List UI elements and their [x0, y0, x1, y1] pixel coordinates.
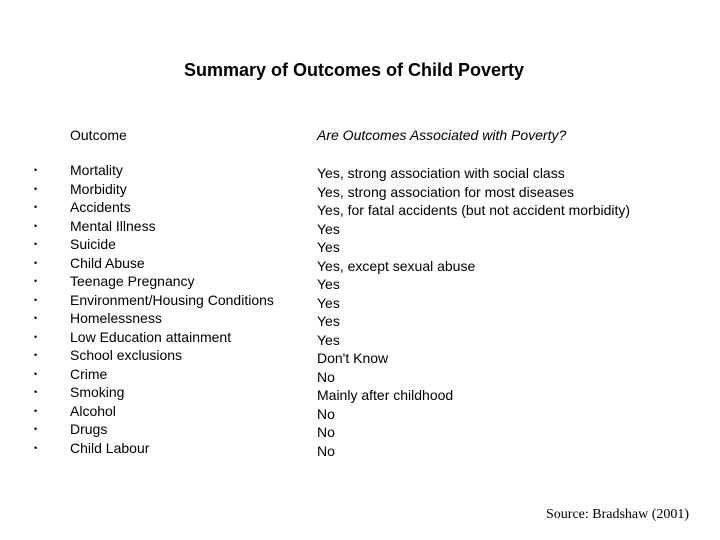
list-item: • Low Education attainment [34, 328, 274, 347]
bullet-icon: • [34, 220, 38, 231]
list-item: • Smoking [34, 383, 274, 402]
list-item: • Mortality [34, 161, 274, 180]
association-item: No [317, 424, 335, 440]
association-item: No [317, 442, 335, 459]
list-item: • Alcohol [34, 402, 274, 421]
bullet-icon: • [34, 350, 38, 360]
bullet-icon: • [34, 442, 38, 453]
outcome-column-header: Outcome [70, 127, 127, 143]
list-item: • Drugs [34, 420, 274, 439]
outcome-label: Accidents [70, 199, 131, 215]
bullet-icon: • [34, 257, 38, 268]
bullet-icon: • [34, 183, 38, 194]
association-list: Yes, strong association with social clas… [317, 164, 630, 460]
outcome-label: Environment/Housing Conditions [70, 291, 274, 308]
bullet-icon: • [34, 424, 38, 434]
association-item: Mainly after childhood [317, 387, 454, 403]
association-item: No [317, 405, 335, 422]
outcome-label: Teenage Pregnancy [70, 273, 195, 289]
association-item: Yes [317, 276, 340, 292]
page-title: Summary of Outcomes of Child Poverty [183, 60, 525, 80]
outcome-label: Mental Illness [70, 217, 156, 234]
source-citation: Source: Bradshaw (2001) [546, 507, 690, 522]
bullet-icon: • [34, 387, 38, 397]
outcome-label: Child Abuse [70, 254, 145, 271]
outcome-label: Homelessness [70, 310, 162, 326]
outcome-label: Child Labour [70, 439, 150, 456]
list-item: • Child Abuse [34, 254, 274, 273]
bullet-icon: • [34, 239, 38, 249]
bullet-icon: • [34, 276, 38, 286]
association-item: Yes [317, 331, 340, 348]
list-item: • Morbidity [34, 180, 274, 199]
outcome-label: Low Education attainment [70, 328, 232, 345]
association-item: Yes, except sexual abuse [317, 257, 476, 274]
outcome-list: • Mortality • Morbidity • Accidents • Mental Il… [34, 161, 274, 457]
bullet-icon: • [34, 294, 38, 305]
bullet-icon: • [34, 405, 38, 416]
outcome-label: Suicide [70, 236, 116, 252]
outcome-label: Alcohol [70, 402, 116, 419]
list-item: • Crime [34, 365, 274, 384]
bullet-icon: • [34, 368, 38, 379]
bullet-icon: • [34, 165, 38, 175]
list-item: • Accidents [34, 198, 274, 217]
association-item: Yes [317, 239, 340, 255]
association-column-header: Are Outcomes Associated with Poverty? [317, 127, 567, 143]
outcome-label: Morbidity [70, 180, 127, 197]
association-item: Yes, strong association for most disease… [317, 183, 575, 200]
bullet-icon: • [34, 202, 38, 212]
association-item: Yes, strong association with social clas… [317, 165, 565, 181]
list-item: • Environment/Housing Conditions [34, 291, 274, 310]
outcome-label: Crime [70, 365, 108, 382]
association-item: Yes [317, 294, 340, 311]
list-item: • Child Labour [34, 439, 274, 458]
outcome-label: Drugs [70, 421, 108, 437]
association-item: No [317, 368, 335, 385]
association-item: Yes [317, 220, 340, 237]
list-item: • Mental Illness [34, 217, 274, 236]
outcome-label: Mortality [70, 162, 123, 178]
list-item: • Teenage Pregnancy [34, 272, 274, 291]
list-item: • Homelessness [34, 309, 274, 328]
bullet-icon: • [34, 331, 38, 342]
association-item: Yes [317, 313, 340, 329]
association-item: Yes, for fatal accidents (but not accide… [317, 202, 631, 218]
association-item: Don't Know [317, 350, 389, 366]
outcome-label: Smoking [70, 384, 125, 400]
bullet-icon: • [34, 313, 38, 323]
list-item: • School exclusions [34, 346, 274, 365]
list-item: • Suicide [34, 235, 274, 254]
outcome-label: School exclusions [70, 347, 183, 363]
